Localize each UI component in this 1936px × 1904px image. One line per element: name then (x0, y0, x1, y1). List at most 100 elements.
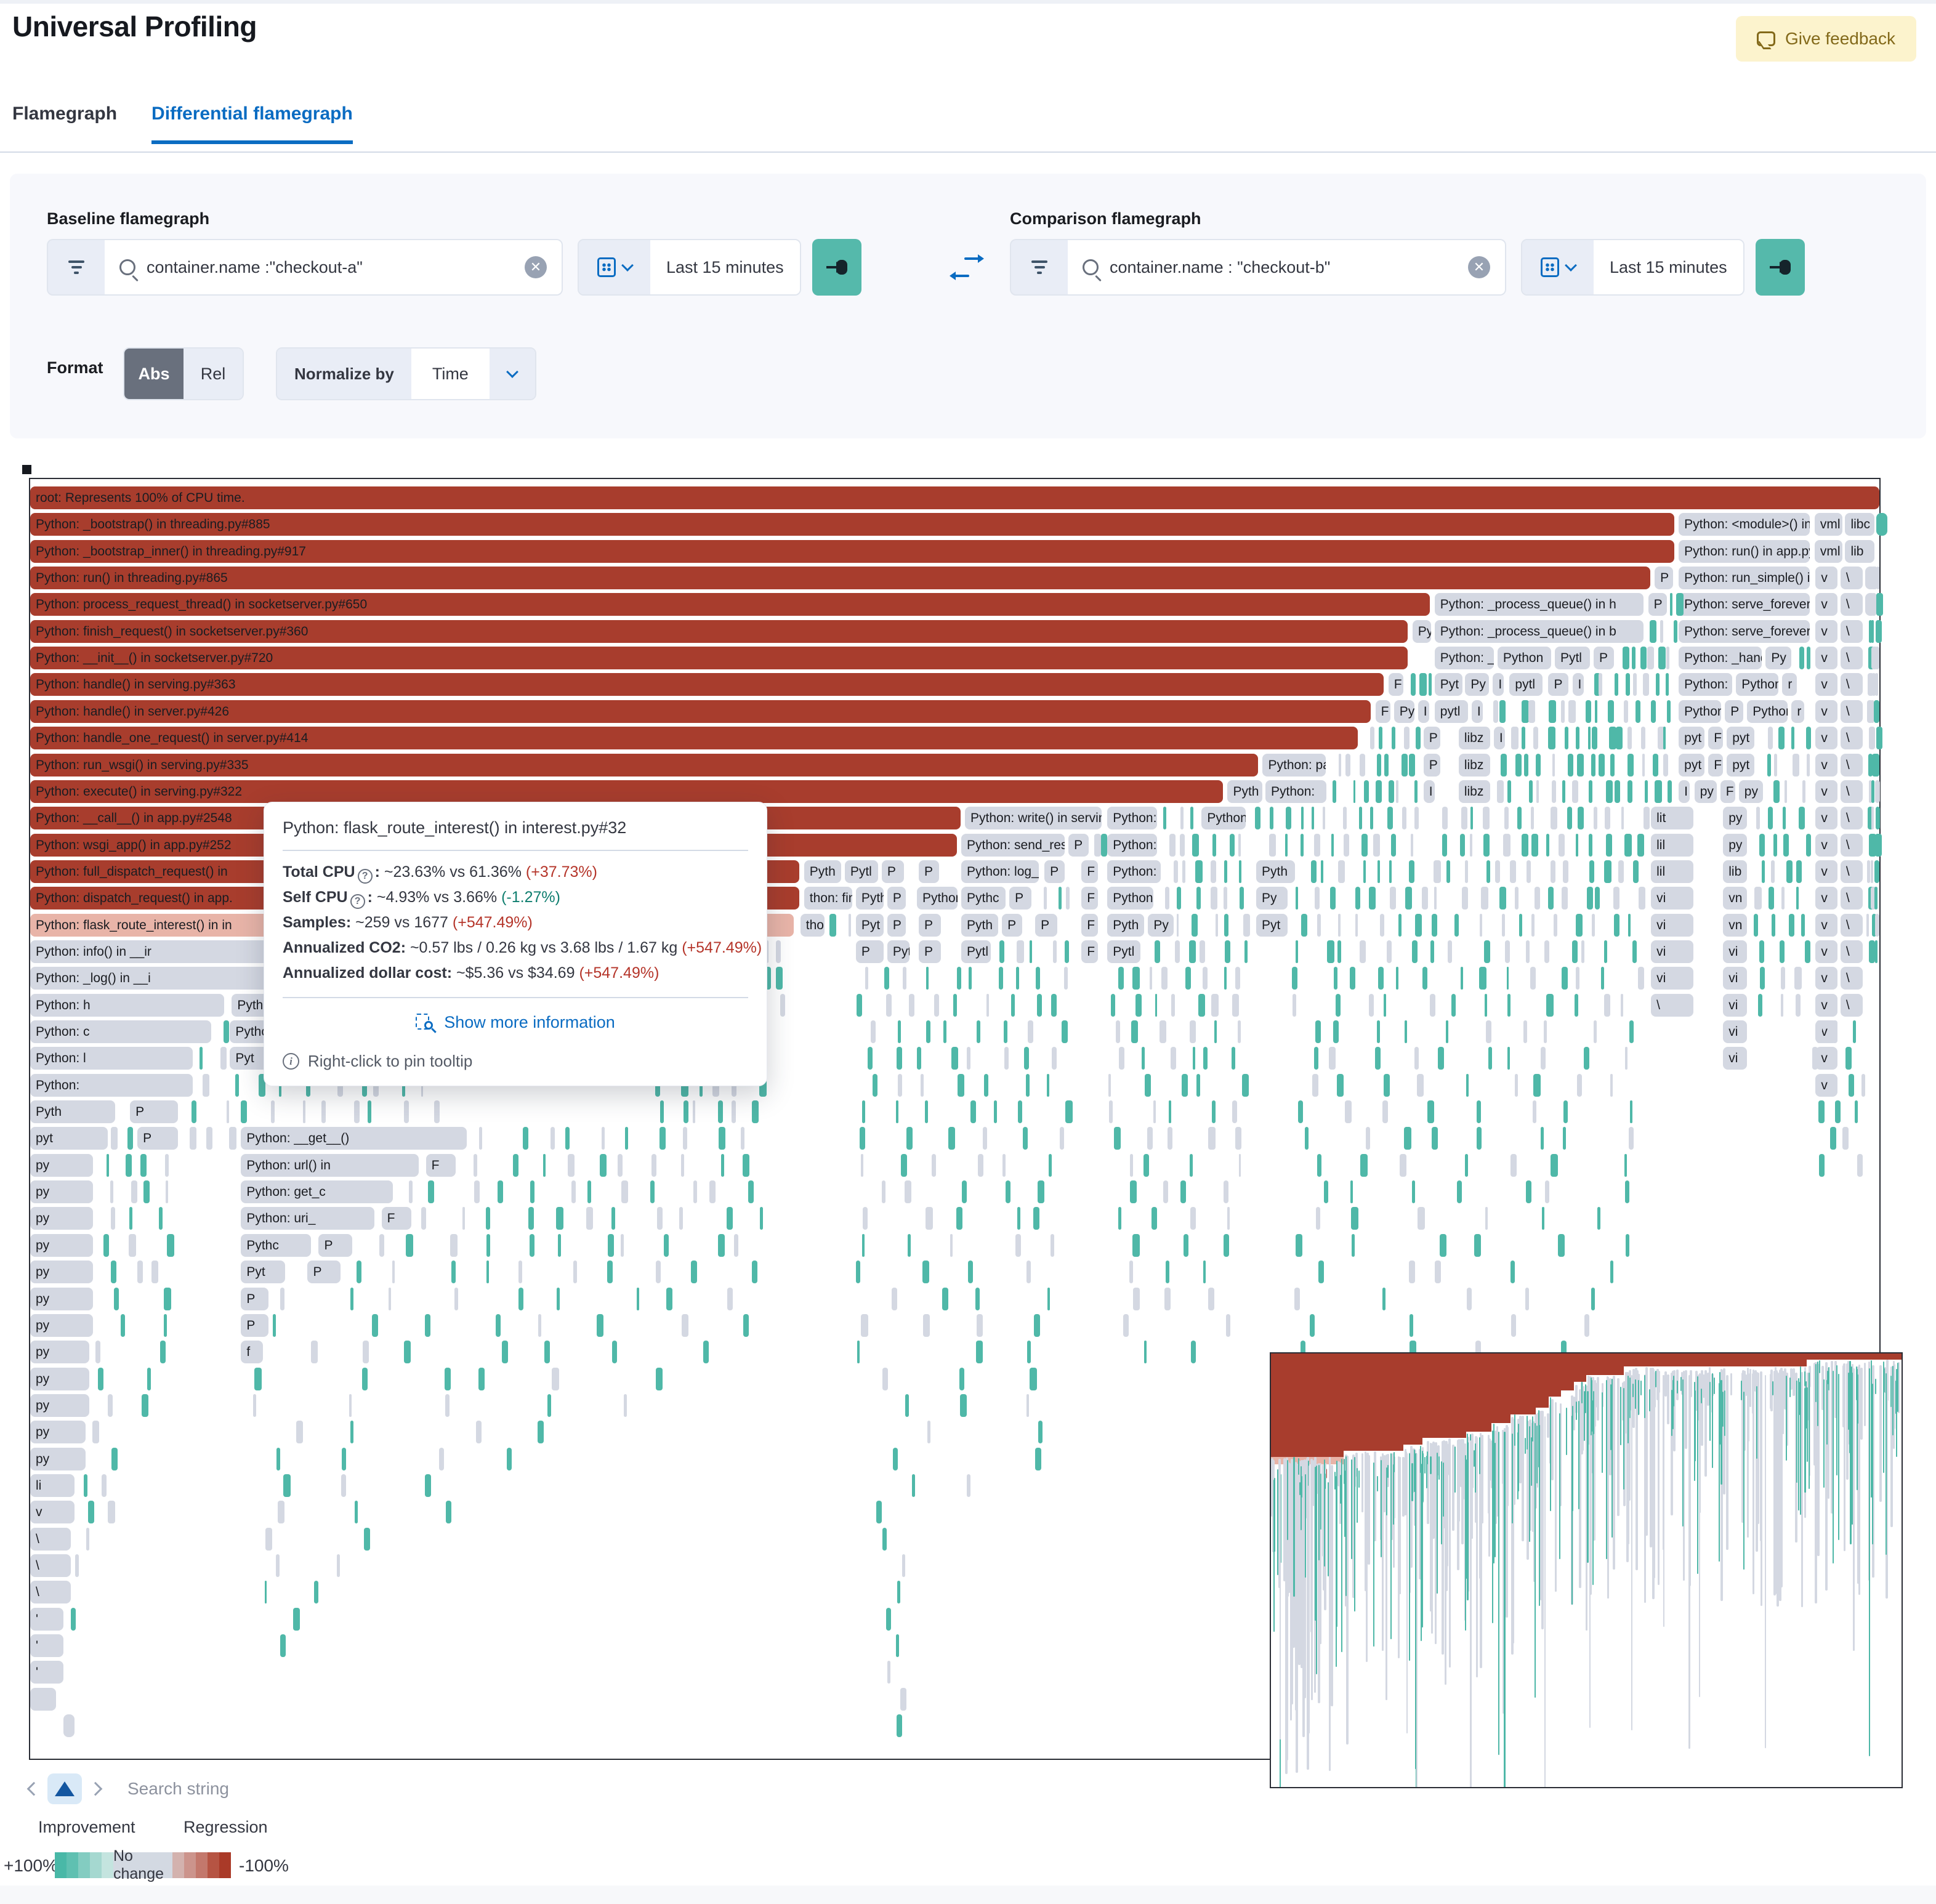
flame-bar[interactable]: Pyt (1434, 673, 1462, 696)
flame-bar[interactable]: P (918, 913, 941, 937)
flame-bar[interactable]: \ (1840, 967, 1863, 990)
flame-bar[interactable]: pyt (1727, 753, 1755, 777)
flame-bar[interactable]: P (881, 860, 904, 883)
flame-bar[interactable]: Pyth (961, 913, 999, 937)
comparison-filter-button[interactable] (1010, 239, 1068, 296)
flame-bar[interactable]: ' (30, 1634, 64, 1658)
flame-bar[interactable]: F (1708, 753, 1724, 777)
flame-bar[interactable]: v (1815, 967, 1838, 990)
flame-bar[interactable]: P (1044, 860, 1065, 883)
flame-bar[interactable]: v (1815, 833, 1838, 857)
comparison-search-input[interactable]: container.name : "checkout-b" ✕ (1068, 239, 1506, 296)
flame-bar[interactable]: vn (1723, 913, 1748, 937)
flame-bar[interactable]: P (1548, 673, 1569, 696)
flame-bar[interactable]: P (1594, 647, 1615, 670)
flame-bar[interactable]: P (307, 1261, 341, 1284)
flame-bar[interactable]: lil (1651, 833, 1694, 857)
flame-bar[interactable]: Python (1201, 807, 1246, 830)
flame-bar[interactable]: \ (1840, 887, 1863, 910)
flame-bar[interactable]: F (1081, 940, 1099, 963)
flame-bar[interactable]: \ (1840, 753, 1863, 777)
flame-bar[interactable]: vi (1723, 967, 1748, 990)
flame-bar[interactable]: F (1388, 673, 1403, 696)
flame-bar[interactable]: pytl (1509, 673, 1543, 696)
baseline-filter-button[interactable] (47, 239, 105, 296)
flame-bar[interactable]: Python: _process_queue() in h (1434, 593, 1644, 616)
flame-bar[interactable]: P (241, 1313, 269, 1337)
flame-bar[interactable]: \ (30, 1581, 71, 1604)
flame-bar[interactable]: py (30, 1367, 90, 1390)
flame-bar[interactable]: v (1815, 700, 1838, 723)
flame-bar[interactable]: Pyt (887, 940, 910, 963)
baseline-time-range[interactable]: Last 15 minutes (650, 240, 800, 294)
flame-bar[interactable]: Python: _handle_r (1679, 647, 1762, 670)
flame-bar[interactable]: Pytl (844, 860, 878, 883)
flame-bar[interactable]: F (1081, 887, 1099, 910)
flame-bar[interactable]: vi (1651, 913, 1694, 937)
flame-bar[interactable]: Python: process_request_thread() in sock… (30, 593, 1430, 616)
flame-bar[interactable]: py (30, 1233, 94, 1257)
flame-bar[interactable]: \ (1651, 993, 1694, 1017)
flame-bar[interactable]: Py (1394, 700, 1414, 723)
flame-bar[interactable]: li (30, 1474, 75, 1497)
flame-bar[interactable]: Pyth (1256, 860, 1296, 883)
flame-bar[interactable]: v (1815, 619, 1838, 643)
flame-bar[interactable]: \ (1840, 860, 1863, 883)
flame-bar[interactable]: py (1723, 833, 1748, 857)
flame-bar[interactable]: P (1068, 833, 1089, 857)
flame-bar[interactable]: Python (1747, 700, 1788, 723)
flame-bar[interactable]: Python: (30, 1073, 193, 1097)
flame-bar[interactable]: py (1694, 780, 1717, 803)
flame-bar[interactable]: \ (1840, 727, 1863, 750)
flame-bar[interactable]: Pytl (961, 940, 991, 963)
flame-bar[interactable]: P (1002, 913, 1023, 937)
flame-bar[interactable]: Python: run() in app.py (1679, 539, 1810, 563)
flame-bar[interactable]: py (1723, 807, 1748, 830)
flame-bar[interactable]: P (918, 940, 941, 963)
show-more-information-link[interactable]: Show more information (283, 998, 748, 1038)
flame-bar[interactable]: Python: pa (1262, 753, 1326, 777)
flame-bar[interactable]: \ (1840, 993, 1863, 1017)
flame-bar[interactable]: lib (1723, 860, 1748, 883)
flame-bar[interactable]: Pyth (804, 860, 841, 883)
flame-bar[interactable]: vml (1814, 513, 1842, 536)
flame-bar[interactable]: Py (1765, 647, 1792, 670)
flame-bar[interactable]: \ (1840, 780, 1863, 803)
flame-bar[interactable]: Python: cl (1107, 833, 1158, 857)
flame-bar[interactable]: Python: handle() in serving.py#363 (30, 673, 1384, 696)
flame-bar[interactable]: \ (30, 1527, 71, 1551)
flame-bar[interactable]: v (1815, 727, 1838, 750)
flame-bar[interactable]: Python: handle_one_request() in server.p… (30, 727, 1358, 750)
flame-bar[interactable]: Python: cl( (1107, 807, 1158, 830)
flame-bar[interactable]: Python: serve_forever( (1679, 619, 1810, 643)
flame-bar[interactable]: Python: er (1107, 860, 1161, 883)
flame-bar[interactable]: I (1423, 780, 1435, 803)
flame-bar[interactable]: vi (1651, 967, 1694, 990)
format-abs-button[interactable]: Abs (124, 349, 184, 399)
flame-bar[interactable]: r (1791, 700, 1805, 723)
flame-bar[interactable]: P (1035, 913, 1058, 937)
flame-bar[interactable]: \ (30, 1554, 71, 1577)
flame-bar[interactable]: Python: _bootstrap() in threading.py#885 (30, 513, 1674, 536)
flame-bar[interactable]: f (241, 1341, 264, 1364)
flame-bar[interactable]: Python: _bootstrap_inner() in threading.… (30, 539, 1674, 563)
flame-bar[interactable]: v (1815, 780, 1838, 803)
flame-bar[interactable]: Python: url() in (241, 1153, 419, 1177)
flame-bar[interactable]: P (130, 1100, 179, 1124)
flame-bar[interactable]: py (30, 1394, 90, 1417)
flame-bar[interactable]: Python: __init__() in socketserver.py#72… (30, 647, 1408, 670)
flame-bar[interactable]: P (887, 913, 906, 937)
flame-bar[interactable] (63, 1714, 75, 1738)
flame-bar[interactable]: py (30, 1421, 86, 1444)
flame-bar[interactable]: Python: (1265, 780, 1327, 803)
flame-bar[interactable]: ' (30, 1661, 64, 1684)
baseline-search-input[interactable]: container.name :"checkout-a" ✕ (105, 239, 563, 296)
flame-bar[interactable]: Python: _process_queue() in b (1434, 619, 1644, 643)
comparison-time-range[interactable]: Last 15 minutes (1594, 240, 1743, 294)
flame-bar[interactable]: py (30, 1207, 94, 1230)
flame-bar[interactable]: Python: uri_ (241, 1207, 374, 1230)
flame-bar[interactable]: Py (1256, 887, 1288, 910)
flame-bar[interactable]: Python: c (30, 1020, 212, 1043)
flame-bar[interactable]: Python (1497, 647, 1551, 670)
flame-bar[interactable]: vi (1651, 940, 1694, 963)
